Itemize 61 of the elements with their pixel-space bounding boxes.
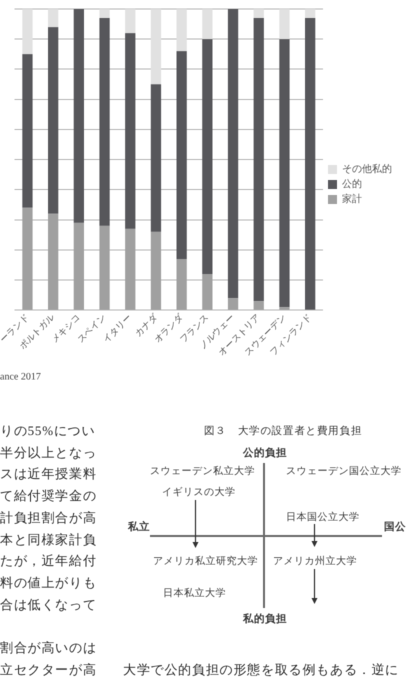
text: 料の値上がりも xyxy=(0,574,97,592)
text: 国公 xyxy=(384,520,406,534)
bar xyxy=(176,9,187,52)
bar xyxy=(305,18,316,310)
text: アメリカ州立大学 xyxy=(273,554,357,568)
bar xyxy=(279,307,290,310)
bar xyxy=(228,298,238,310)
text: 本と同様家計負 xyxy=(0,530,97,548)
text: スウェーデン私立大学 xyxy=(150,464,255,478)
text: たが，近年給付 xyxy=(0,552,97,570)
text: りの55%につい xyxy=(0,422,96,440)
bar xyxy=(254,18,264,302)
bar xyxy=(22,9,33,54)
text: 日本私立大学 xyxy=(163,586,226,600)
bar xyxy=(125,9,136,34)
bar xyxy=(99,9,110,18)
text: スウェーデン国公立大学 xyxy=(286,464,402,478)
bar xyxy=(99,226,110,310)
bar xyxy=(305,9,316,18)
bar xyxy=(228,9,238,298)
bar xyxy=(176,258,187,310)
text: アメリカ私立研究大学 xyxy=(153,554,258,568)
text: 計負担割合が高 xyxy=(0,508,97,527)
text: 私的負担 xyxy=(243,612,287,626)
bar xyxy=(150,232,162,310)
bar xyxy=(176,51,187,259)
bar xyxy=(279,9,290,40)
text: 日本国公立大学 xyxy=(286,510,360,524)
legend-label: 家計 xyxy=(342,193,362,206)
text: 割合が高いのは xyxy=(0,639,97,657)
bar xyxy=(48,27,58,214)
bar xyxy=(150,84,162,232)
bar xyxy=(74,9,84,223)
bar xyxy=(125,33,136,229)
text: 私立 xyxy=(128,520,150,534)
text: 大学で公的負担の形態を取る例もある．逆に xyxy=(123,660,399,677)
text: スは近年授業料 xyxy=(0,465,97,484)
bar xyxy=(202,39,212,274)
text: 図３ 大学の設置者と費用負担 xyxy=(204,424,362,438)
bar xyxy=(22,54,33,208)
text: イギリスの大学 xyxy=(162,486,236,499)
bar xyxy=(74,222,84,310)
text: ance 2017 xyxy=(0,372,41,382)
text: 合は低くなって xyxy=(0,596,97,614)
bar xyxy=(279,39,290,308)
legend-label: 公的 xyxy=(342,178,362,190)
bar xyxy=(254,9,264,18)
bar xyxy=(99,18,110,226)
bar xyxy=(48,9,58,28)
bar xyxy=(150,9,162,84)
bar xyxy=(202,9,212,40)
text: 半分以上となっ xyxy=(0,444,97,462)
text: 公的負担 xyxy=(243,446,287,460)
bar xyxy=(254,301,264,310)
text: て給付奨学金の xyxy=(0,487,97,506)
legend-label: その他私的 xyxy=(342,163,392,176)
bar xyxy=(48,214,58,310)
bar xyxy=(125,228,136,310)
bar xyxy=(202,274,212,310)
text: 立セクターが高 xyxy=(0,660,97,677)
bar xyxy=(22,208,33,310)
